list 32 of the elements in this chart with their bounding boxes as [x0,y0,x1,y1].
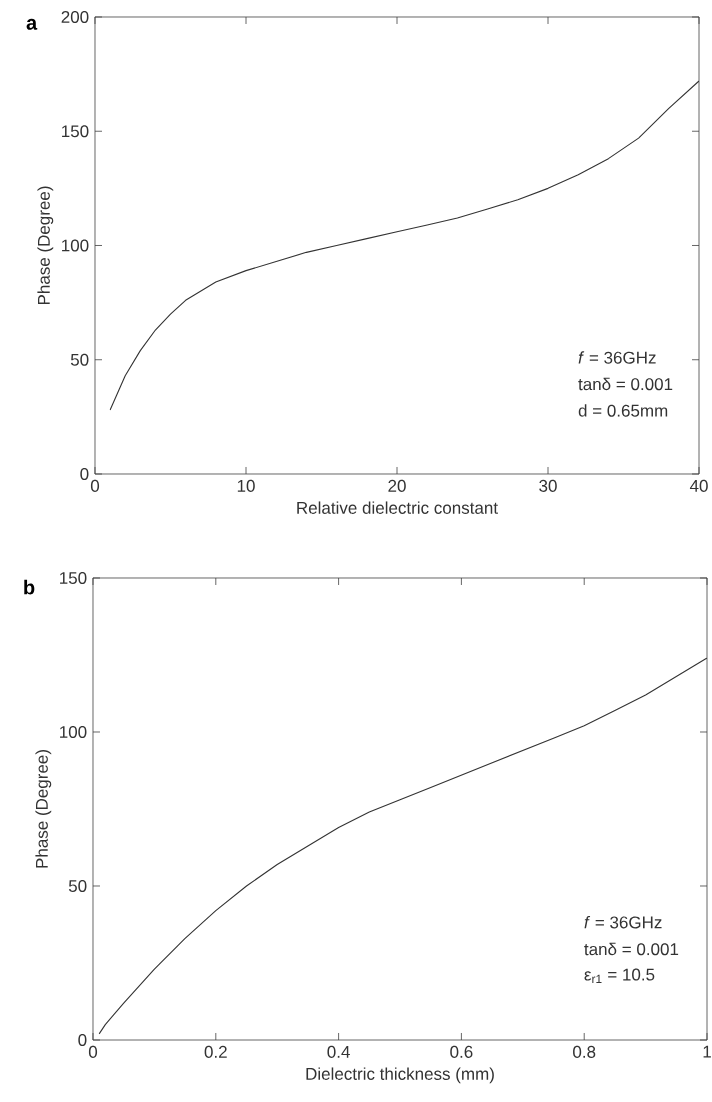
y-tick-label: 150 [62,125,89,138]
x-tick-label: 0 [90,479,100,492]
x-tick-label: 0.6 [450,1045,473,1058]
y-axis-title: Phase (Degree) [35,750,52,868]
x-tick-label: 0 [88,1045,98,1058]
annotation: d = 0.65mm [578,404,668,417]
y-tick-label: 150 [60,571,87,585]
x-tick-label: 0.2 [204,1045,227,1058]
x-tick-label: 20 [388,479,406,492]
x-tick-label: 30 [539,479,557,492]
annotation: f = 36GHz [584,915,662,929]
annotation: f = 36GHz [578,351,656,364]
x-axis-title: Relative dielectric constant [297,501,498,514]
y-tick-label: 0 [80,467,89,481]
x-tick-label: 1 [703,1045,711,1058]
y-tick-label: 0 [78,1033,87,1047]
y-tick-label: 50 [68,879,87,893]
y-tick-label: 100 [60,725,87,739]
x-tick-label: 10 [237,479,255,492]
y-axis-title: Phase (Degree) [37,186,54,305]
x-tick-label: 0.8 [573,1045,596,1058]
annotation: ε$_{r1}$ = 10.5 [584,968,655,984]
x-tick-label: 40 [689,479,708,492]
y-tick-label: 50 [70,353,89,366]
annotation: tanδ = 0.001 [584,942,679,956]
y-tick-label: 100 [62,239,89,252]
x-axis-title: Dielectric thickness (mm) [306,1067,494,1084]
x-tick-label: 0.4 [327,1045,350,1058]
chart-title: a [26,18,38,30]
chart-title: b [24,579,35,595]
y-tick-label: 200 [61,10,89,24]
annotation: tanδ = 0.001 [578,377,673,391]
